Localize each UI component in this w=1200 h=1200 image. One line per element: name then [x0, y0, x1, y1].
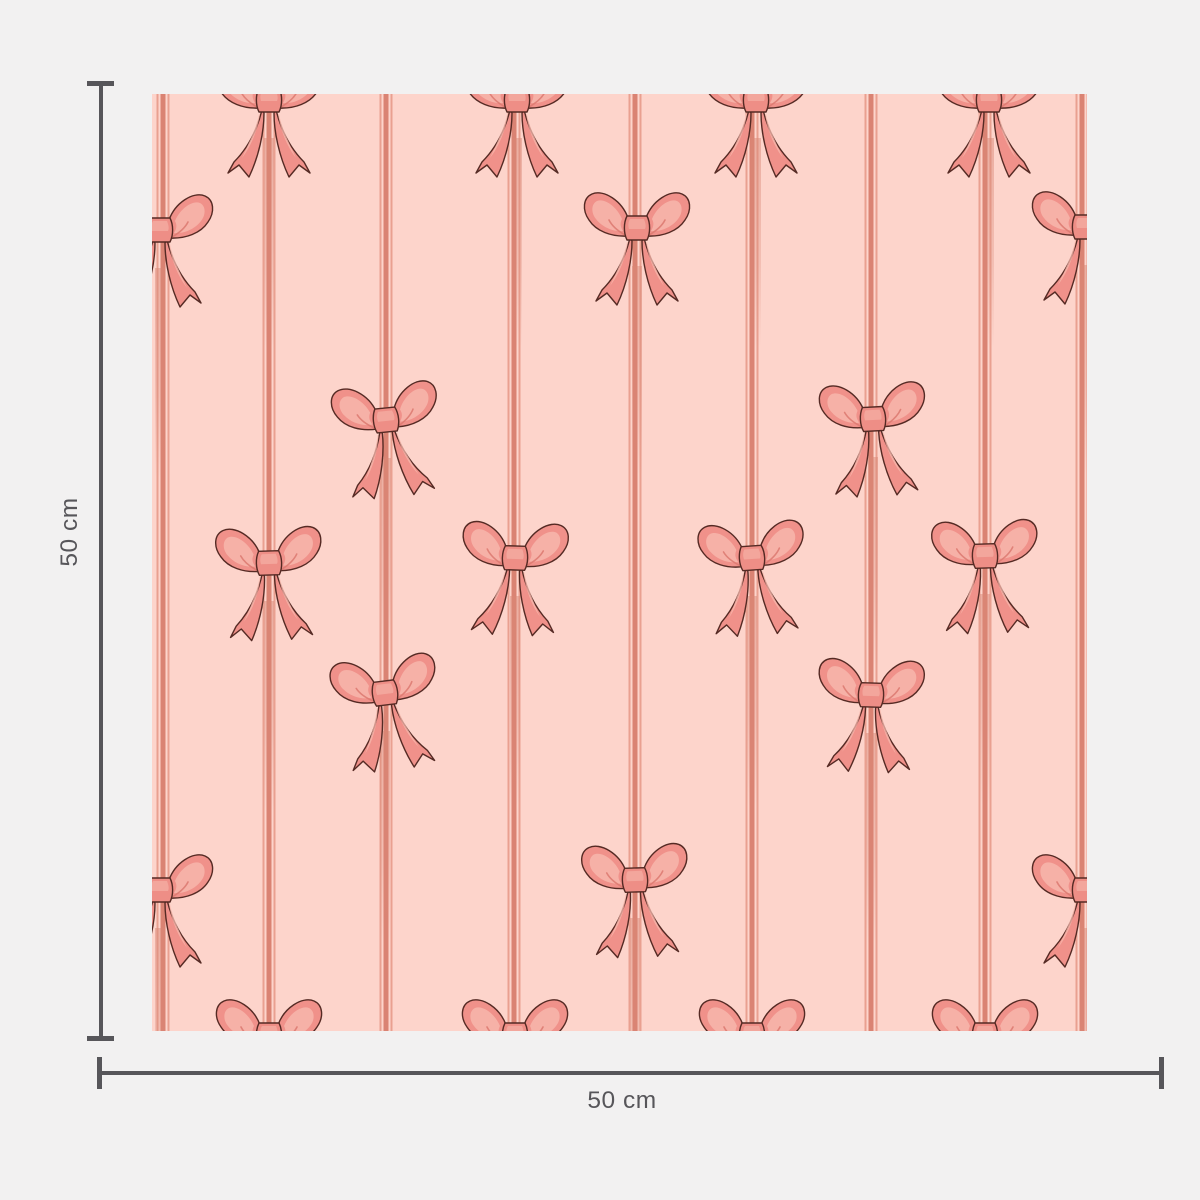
- ribbon-band: [264, 601, 274, 811]
- width-dimension-cap-right: [1159, 1057, 1164, 1089]
- ribbon-band: [980, 594, 990, 804]
- stripe-thick-line: [1079, 94, 1085, 1031]
- ribbon-band: [1080, 265, 1087, 475]
- stripe-thin-line: [156, 94, 159, 1031]
- ribbon-band: [630, 918, 640, 1031]
- width-dimension-line: [99, 1071, 1164, 1075]
- ribbon-band: [751, 138, 761, 348]
- stripe-thin-line: [864, 94, 867, 1031]
- ribbon-band: [155, 928, 165, 1031]
- stripe-thin-line: [390, 94, 393, 1031]
- ribbon-band: [510, 596, 520, 806]
- stripe-thin-line: [1086, 94, 1087, 1031]
- ribbon-band: [747, 596, 757, 806]
- stripe-thin-line: [628, 94, 631, 1031]
- ribbon-band: [512, 138, 522, 348]
- height-dimension-cap-bottom: [87, 1036, 114, 1041]
- ribbon-band: [155, 268, 165, 478]
- ribbon-band: [381, 458, 391, 668]
- ribbon-band: [1080, 928, 1087, 1031]
- ribbon-band: [868, 457, 878, 667]
- ribbon-band: [264, 138, 274, 348]
- height-dimension-line: [99, 83, 103, 1040]
- ribbon-bands-layer: [155, 138, 1087, 1031]
- ribbon-band: [866, 733, 876, 943]
- ribbon-band: [632, 266, 642, 476]
- stripe-thick-line: [160, 94, 166, 1031]
- height-dimension-cap-top: [87, 81, 114, 86]
- width-dimension-label: 50 cm: [587, 1087, 657, 1114]
- stripe-thin-line: [379, 94, 382, 1031]
- ribbon-band: [380, 731, 390, 941]
- width-dimension-cap-left: [97, 1057, 102, 1089]
- ribbon-band: [984, 138, 994, 348]
- height-dimension-label: 50 cm: [56, 497, 83, 567]
- stripe-thin-line: [1075, 94, 1078, 1031]
- bow-stripe-pattern: [152, 94, 1087, 1031]
- wallpaper-swatch: [152, 94, 1087, 1031]
- stripe-thin-line: [167, 94, 170, 1031]
- stripe-thin-line: [639, 94, 642, 1031]
- stripe-thick-line: [632, 94, 638, 1031]
